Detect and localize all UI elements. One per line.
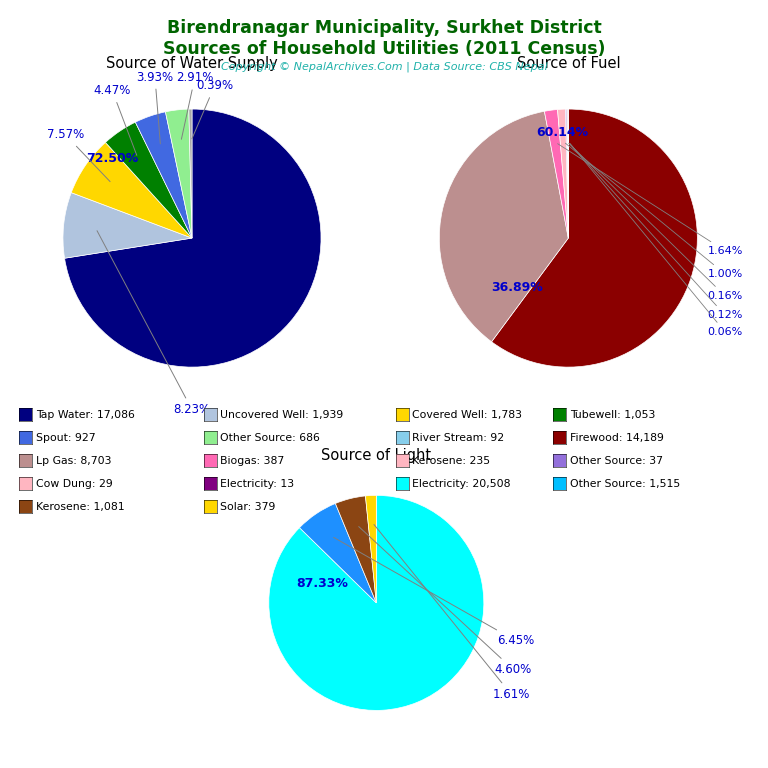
Text: Biogas: 387: Biogas: 387	[220, 455, 285, 466]
Text: Kerosene: 235: Kerosene: 235	[412, 455, 491, 466]
Wedge shape	[65, 109, 321, 367]
Text: Electricity: 20,508: Electricity: 20,508	[412, 478, 511, 489]
Wedge shape	[545, 110, 568, 238]
Text: Tap Water: 17,086: Tap Water: 17,086	[36, 409, 135, 420]
Text: 4.60%: 4.60%	[359, 527, 532, 676]
Text: Uncovered Well: 1,939: Uncovered Well: 1,939	[220, 409, 343, 420]
Text: 1.64%: 1.64%	[558, 144, 743, 256]
Wedge shape	[300, 504, 376, 603]
Text: Sources of Household Utilities (2011 Census): Sources of Household Utilities (2011 Cen…	[163, 40, 605, 58]
Text: Other Source: 686: Other Source: 686	[220, 432, 320, 443]
Wedge shape	[165, 109, 192, 238]
Text: 72.50%: 72.50%	[86, 151, 138, 164]
Text: Cow Dung: 29: Cow Dung: 29	[36, 478, 113, 489]
Text: 8.23%: 8.23%	[97, 230, 210, 416]
Wedge shape	[567, 109, 568, 238]
Title: Source of Fuel: Source of Fuel	[517, 57, 620, 71]
Wedge shape	[105, 122, 192, 238]
Text: 0.12%: 0.12%	[570, 144, 743, 320]
Text: 87.33%: 87.33%	[296, 577, 349, 590]
Text: 1.00%: 1.00%	[565, 143, 743, 280]
Text: Spout: 927: Spout: 927	[36, 432, 96, 443]
Text: Other Source: 37: Other Source: 37	[570, 455, 663, 466]
Text: Solar: 379: Solar: 379	[220, 502, 276, 512]
Text: Tubewell: 1,053: Tubewell: 1,053	[570, 409, 655, 420]
Text: Copyright © NepalArchives.Com | Data Source: CBS Nepal: Copyright © NepalArchives.Com | Data Sou…	[220, 61, 548, 72]
Text: 6.45%: 6.45%	[333, 538, 534, 647]
Text: Firewood: 14,189: Firewood: 14,189	[570, 432, 664, 443]
Text: 3.93%: 3.93%	[137, 71, 174, 144]
Text: 0.16%: 0.16%	[569, 144, 743, 301]
Wedge shape	[63, 193, 192, 258]
Text: 7.57%: 7.57%	[47, 128, 110, 181]
Text: 60.14%: 60.14%	[536, 126, 588, 139]
Text: Birendranagar Municipality, Surkhet District: Birendranagar Municipality, Surkhet Dist…	[167, 19, 601, 37]
Text: 1.61%: 1.61%	[374, 525, 530, 700]
Text: Other Source: 1,515: Other Source: 1,515	[570, 478, 680, 489]
Wedge shape	[439, 111, 568, 342]
Text: Kerosene: 1,081: Kerosene: 1,081	[36, 502, 124, 512]
Text: 2.91%: 2.91%	[176, 71, 214, 139]
Wedge shape	[558, 109, 568, 238]
Text: 4.47%: 4.47%	[94, 84, 137, 155]
Wedge shape	[71, 142, 192, 238]
Wedge shape	[492, 109, 697, 367]
Text: Electricity: 13: Electricity: 13	[220, 478, 295, 489]
Text: 0.39%: 0.39%	[192, 79, 233, 139]
Text: River Stream: 92: River Stream: 92	[412, 432, 505, 443]
Text: 0.06%: 0.06%	[570, 144, 743, 337]
Title: Source of Light: Source of Light	[321, 449, 432, 463]
Text: Lp Gas: 8,703: Lp Gas: 8,703	[36, 455, 111, 466]
Wedge shape	[366, 495, 376, 603]
Text: Covered Well: 1,783: Covered Well: 1,783	[412, 409, 522, 420]
Wedge shape	[565, 109, 568, 238]
Wedge shape	[269, 495, 484, 710]
Text: 36.89%: 36.89%	[491, 280, 542, 293]
Wedge shape	[135, 112, 192, 238]
Wedge shape	[189, 109, 192, 238]
Wedge shape	[336, 496, 376, 603]
Title: Source of Water Supply: Source of Water Supply	[106, 57, 278, 71]
